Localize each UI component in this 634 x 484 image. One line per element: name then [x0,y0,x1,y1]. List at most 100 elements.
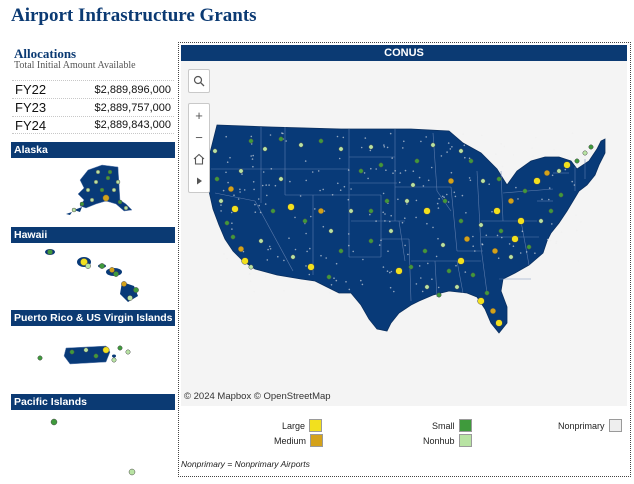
airport-marker[interactable] [493,207,501,215]
airport-marker[interactable] [85,263,91,269]
airport-marker[interactable] [368,238,374,244]
allocation-row-fy23[interactable]: FY23 $2,889,757,000 [12,98,174,116]
airport-marker[interactable] [258,238,264,244]
airport-marker[interactable] [270,208,276,214]
airport-marker[interactable] [457,257,465,265]
airport-marker[interactable] [511,235,519,243]
airport-marker[interactable] [115,179,121,185]
airport-marker[interactable] [477,297,485,305]
legend-nonprimary[interactable]: Nonprimary [558,419,622,432]
airport-marker[interactable] [507,197,515,205]
airport-marker[interactable] [241,257,249,265]
airport-marker[interactable] [328,228,334,234]
airport-marker[interactable] [89,197,95,203]
airport-marker[interactable] [484,290,490,296]
airport-marker[interactable] [102,194,110,202]
allocation-row-fy22[interactable]: FY22 $2,889,896,000 [12,80,174,98]
airport-marker[interactable] [111,357,117,363]
airport-marker[interactable] [491,247,499,255]
legend-medium[interactable]: Medium [274,434,324,447]
airport-marker[interactable] [563,161,571,169]
map-attribution[interactable]: © 2024 Mapbox © OpenStreetMap [184,391,331,402]
airport-marker[interactable] [446,268,452,274]
airport-marker[interactable] [218,198,224,204]
airport-marker[interactable] [69,349,75,355]
airport-marker[interactable] [498,228,504,234]
home-icon[interactable] [189,148,209,170]
airport-marker[interactable] [378,162,384,168]
airport-marker[interactable] [548,208,554,214]
airport-marker[interactable] [212,148,218,154]
airport-marker[interactable] [80,258,88,266]
zoom-in-icon[interactable]: + [195,107,203,123]
airport-marker[interactable] [230,234,236,240]
airport-marker[interactable] [454,284,460,290]
airport-marker[interactable] [318,138,324,144]
airport-marker[interactable] [85,187,91,193]
airport-marker[interactable] [127,295,133,301]
airport-marker[interactable] [517,217,525,225]
puerto-rico-map[interactable] [36,338,146,378]
legend-large[interactable]: Large [282,419,323,432]
airport-marker[interactable] [538,218,544,224]
airport-marker[interactable] [404,198,410,204]
airport-marker[interactable] [489,307,497,315]
airport-marker[interactable] [588,144,594,150]
airport-marker[interactable] [128,468,136,476]
airport-marker[interactable] [440,242,446,248]
airport-marker[interactable] [107,169,113,175]
airport-marker[interactable] [290,254,296,260]
airport-marker[interactable] [338,248,344,254]
airport-marker[interactable] [468,158,474,164]
airport-marker[interactable] [423,207,431,215]
airport-marker[interactable] [388,228,394,234]
airport-marker[interactable] [123,205,129,211]
airport-marker[interactable] [384,198,390,204]
airport-marker[interactable] [326,274,332,280]
airport-marker[interactable] [287,203,295,211]
airport-marker[interactable] [231,205,239,213]
airport-marker[interactable] [533,177,541,185]
airport-marker[interactable] [99,187,105,193]
conus-map[interactable] [181,61,627,406]
airport-marker[interactable] [424,284,430,290]
airport-marker[interactable] [133,287,139,293]
map-search-control[interactable] [188,69,210,93]
airport-marker[interactable] [410,182,416,188]
airport-marker[interactable] [414,158,420,164]
airport-marker[interactable] [83,347,89,353]
airport-marker[interactable] [237,245,245,253]
airport-marker[interactable] [224,220,230,226]
airport-marker[interactable] [463,235,471,243]
airport-marker[interactable] [71,207,77,213]
airport-marker[interactable] [458,218,464,224]
airport-marker[interactable] [543,169,551,177]
alaska-map[interactable] [60,160,150,222]
search-icon[interactable] [189,70,209,92]
pacific-islands-map[interactable] [40,410,150,478]
airport-marker[interactable] [317,207,325,215]
airport-marker[interactable] [278,136,284,142]
airport-marker[interactable] [105,175,111,181]
airport-marker[interactable] [248,264,254,270]
airport-marker[interactable] [102,346,110,354]
airport-marker[interactable] [298,142,304,148]
airport-marker[interactable] [556,168,562,174]
airport-marker[interactable] [214,176,220,182]
airport-marker[interactable] [496,176,502,182]
airport-marker[interactable] [338,146,344,152]
airport-marker[interactable] [238,168,244,174]
airport-marker[interactable] [111,187,117,193]
legend-small[interactable]: Small [432,419,472,432]
airport-marker[interactable] [307,263,315,271]
airport-marker[interactable] [50,418,58,426]
legend-nonhub[interactable]: Nonhub [423,434,472,447]
airport-marker[interactable] [558,192,564,198]
airport-marker[interactable] [47,249,53,255]
airport-marker[interactable] [495,319,503,327]
airport-marker[interactable] [117,345,123,351]
airport-marker[interactable] [79,201,85,207]
airport-marker[interactable] [422,248,428,254]
airport-marker[interactable] [582,150,588,156]
airport-marker[interactable] [442,198,448,204]
